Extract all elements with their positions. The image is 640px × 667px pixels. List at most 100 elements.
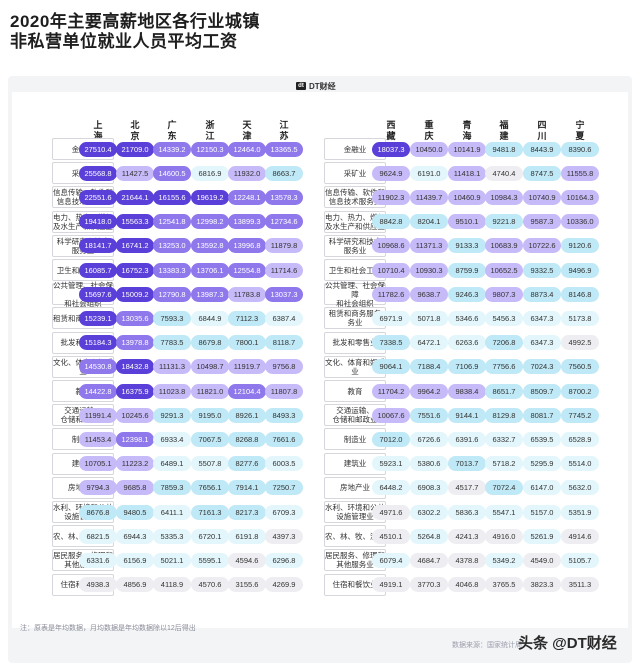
wage-value-pill: 11821.0	[191, 383, 229, 399]
wage-value-pill: 5021.1	[153, 552, 191, 568]
wage-value-pill: 7112.3	[228, 310, 266, 326]
wage-value-pill: 5718.2	[485, 456, 523, 472]
wage-value-pill: 9480.5	[116, 504, 154, 520]
wage-value-pill: 4269.9	[265, 577, 303, 593]
industry-label: 信息传输、软件和信息技术服务业	[324, 186, 386, 209]
wage-value-pill: 6331.6	[79, 552, 117, 568]
wage-value-pill: 6003.5	[265, 456, 303, 472]
wage-value-pill: 9195.0	[191, 407, 229, 423]
wage-value-pill: 16741.2	[116, 238, 154, 254]
wage-value-pill: 9246.3	[448, 286, 486, 302]
wage-value-pill: 13706.1	[191, 262, 229, 278]
wage-value-pill: 11714.6	[265, 262, 303, 278]
wage-value-pill: 9964.2	[410, 383, 448, 399]
wage-value-pill: 15697.6	[79, 286, 117, 302]
wage-value-pill: 5105.7	[561, 552, 599, 568]
wage-value-pill: 4046.8	[448, 577, 486, 593]
wage-value-pill: 6944.3	[116, 528, 154, 544]
wage-value-pill: 10683.9	[485, 238, 523, 254]
wage-value-pill: 9685.8	[116, 480, 154, 496]
wage-value-pill: 5836.3	[448, 504, 486, 520]
wage-value-pill: 9120.6	[561, 238, 599, 254]
wage-value-pill: 4914.6	[561, 528, 599, 544]
wage-value-pill: 6332.7	[485, 431, 523, 447]
wage-value-pill: 8663.7	[265, 165, 303, 181]
wage-value-pill: 8118.7	[265, 335, 303, 351]
wage-value-pill: 6411.1	[153, 504, 191, 520]
wage-value-pill: 12398.1	[116, 431, 154, 447]
wage-value-pill: 8268.8	[228, 431, 266, 447]
wage-value-pill: 9510.1	[448, 214, 486, 230]
wage-value-pill: 6191.0	[410, 165, 448, 181]
industry-label: 建筑业	[324, 452, 386, 475]
wage-value-pill: 9794.3	[79, 480, 117, 496]
wage-value-pill: 10930.3	[410, 262, 448, 278]
wage-value-pill: 9496.9	[561, 262, 599, 278]
wage-value-pill: 10968.6	[372, 238, 410, 254]
wage-value-pill: 18141.7	[79, 238, 117, 254]
wage-value-pill: 8651.7	[485, 383, 523, 399]
wage-value-pill: 6391.6	[448, 431, 486, 447]
wage-value-pill: 10740.9	[523, 189, 561, 205]
wage-value-pill: 4684.7	[410, 552, 448, 568]
wage-value-pill: 5514.0	[561, 456, 599, 472]
wage-value-pill: 10460.9	[448, 189, 486, 205]
wage-value-pill: 11991.4	[79, 407, 117, 423]
brand-watermark: 头条 @DT财经	[518, 635, 617, 652]
wage-value-pill: 10141.9	[448, 141, 486, 157]
wage-value-pill: 18037.3	[372, 141, 410, 157]
wage-value-pill: 7859.3	[153, 480, 191, 496]
wage-value-pill: 16375.9	[116, 383, 154, 399]
wage-value-pill: 11131.3	[153, 359, 191, 375]
industry-label: 交通运输、仓储和邮政业	[324, 404, 386, 427]
wage-value-pill: 3155.6	[228, 577, 266, 593]
wage-value-pill: 5456.3	[485, 310, 523, 326]
wage-value-pill: 5261.9	[523, 528, 561, 544]
wage-value-pill: 10710.4	[372, 262, 410, 278]
wage-value-pill: 9221.8	[485, 214, 523, 230]
wage-value-pill: 8873.4	[523, 286, 561, 302]
wage-value-pill: 6933.4	[153, 431, 191, 447]
wage-value-pill: 6191.8	[228, 528, 266, 544]
region-header: 四川	[537, 120, 547, 141]
wage-value-pill: 8390.6	[561, 141, 599, 157]
wage-value-pill: 12104.4	[228, 383, 266, 399]
wage-value-pill: 13365.5	[265, 141, 303, 157]
wage-value-pill: 6302.2	[410, 504, 448, 520]
wage-value-pill: 13987.3	[191, 286, 229, 302]
wage-value-pill: 8443.9	[523, 141, 561, 157]
wage-value-pill: 16155.6	[153, 189, 191, 205]
wage-value-pill: 6472.1	[410, 335, 448, 351]
wage-value-pill: 21709.0	[116, 141, 154, 157]
wage-value-pill: 8129.8	[485, 407, 523, 423]
wage-value-pill: 12464.0	[228, 141, 266, 157]
wage-value-pill: 4856.9	[116, 577, 154, 593]
wage-value-pill: 7800.1	[228, 335, 266, 351]
wage-value-pill: 8700.2	[561, 383, 599, 399]
wage-value-pill: 4938.3	[79, 577, 117, 593]
data-source: 数据来源：国家统计局	[452, 642, 522, 649]
wage-value-pill: 19619.2	[191, 189, 229, 205]
wage-value-pill: 6448.2	[372, 480, 410, 496]
wage-value-pill: 9481.8	[485, 141, 523, 157]
wage-value-pill: 6709.3	[265, 504, 303, 520]
wage-value-pill: 9144.1	[448, 407, 486, 423]
wage-value-pill: 9133.3	[448, 238, 486, 254]
wage-value-pill: 5380.6	[410, 456, 448, 472]
wage-value-pill: 12790.8	[153, 286, 191, 302]
wage-value-pill: 4971.6	[372, 504, 410, 520]
wage-value-pill: 3770.3	[410, 577, 448, 593]
wage-value-pill: 7560.5	[561, 359, 599, 375]
region-header: 宁夏	[575, 120, 585, 141]
wage-value-pill: 15184.3	[79, 335, 117, 351]
wage-value-pill: 8926.1	[228, 407, 266, 423]
wage-value-pill: 12998.2	[191, 214, 229, 230]
wage-value-pill: 8747.5	[523, 165, 561, 181]
wage-value-pill: 5632.0	[561, 480, 599, 496]
wage-value-pill: 8509.7	[523, 383, 561, 399]
region-header: 广东	[167, 120, 177, 141]
wage-value-pill: 8842.8	[372, 214, 410, 230]
wage-value-pill: 5595.1	[191, 552, 229, 568]
dt-logo-text: DT财经	[309, 81, 336, 91]
wage-value-pill: 10722.6	[523, 238, 561, 254]
